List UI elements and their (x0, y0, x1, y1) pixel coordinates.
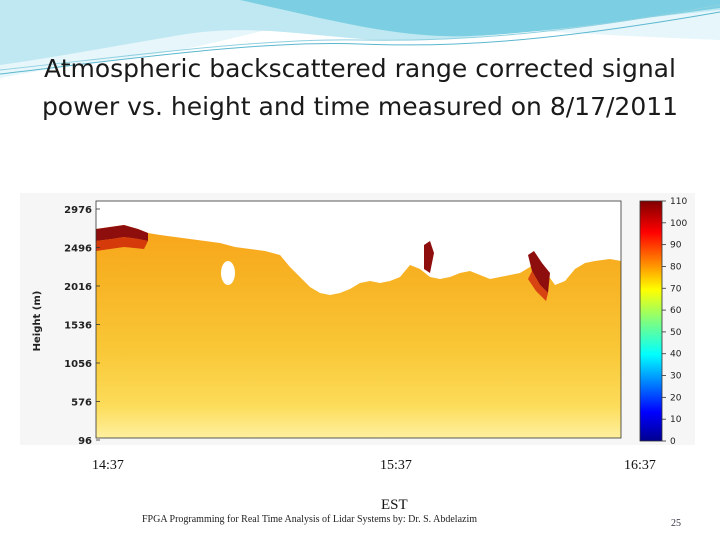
slide-title: Atmospheric backscattered range correcte… (41, 54, 679, 121)
footer-text: FPGA Programming for Real Time Analysis … (142, 514, 477, 525)
clear-gap (221, 261, 235, 285)
y-tick-label: 576 (71, 398, 92, 409)
colorbar-tick-label: 20 (670, 393, 682, 403)
heatmap-chart: 2976 2496 2016 1536 1056 576 96 Height (m) 0 10… (32, 197, 687, 445)
y-tick-label: 96 (78, 436, 92, 445)
y-tick-label: 1536 (64, 321, 92, 332)
header-wave-decoration (0, 0, 720, 78)
colorbar-axis: 0 10 20 30 40 50 60 70 80 90 100 110 (662, 197, 687, 445)
y-axis-label: Height (m) (32, 291, 43, 352)
colorbar-tick-label: 30 (670, 372, 682, 382)
x-tick-label: 14:37 (92, 458, 124, 473)
cloud-plume-2 (528, 251, 550, 293)
colorbar-tick-label: 80 (670, 262, 682, 272)
colorbar-tick-label: 70 (670, 284, 682, 294)
page-number: 25 (671, 518, 681, 529)
lidar-heatmap-figure: 2976 2496 2016 1536 1056 576 96 Height (m) 0 10… (20, 193, 695, 445)
colorbar-tick-label: 60 (670, 306, 682, 316)
colorbar (639, 200, 663, 442)
y-axis: 2976 2496 2016 1536 1056 576 96 (64, 205, 100, 445)
colorbar-tick-label: 110 (670, 197, 687, 207)
y-tick-label: 2496 (64, 244, 92, 255)
x-tick-label: 16:37 (624, 458, 656, 473)
y-tick-label: 2016 (64, 282, 92, 293)
cloud-top-layer (96, 225, 148, 241)
colorbar-tick-label: 100 (670, 219, 687, 229)
colorbar-tick-label: 90 (670, 241, 682, 251)
cloud-plume-1 (424, 241, 434, 273)
colorbar-tick-label: 50 (670, 328, 682, 338)
cloud-top-layer-edge (96, 237, 148, 251)
colorbar-tick-label: 0 (670, 437, 676, 445)
x-axis-label: EST (381, 497, 408, 513)
colorbar-tick-label: 10 (670, 415, 682, 425)
cloud-plume-2-edge (528, 271, 548, 301)
plot-frame (95, 200, 622, 439)
x-tick-label: 15:37 (380, 458, 412, 473)
y-tick-label: 2976 (64, 205, 92, 216)
y-tick-label: 1056 (64, 359, 92, 370)
colorbar-tick-label: 40 (670, 350, 682, 360)
